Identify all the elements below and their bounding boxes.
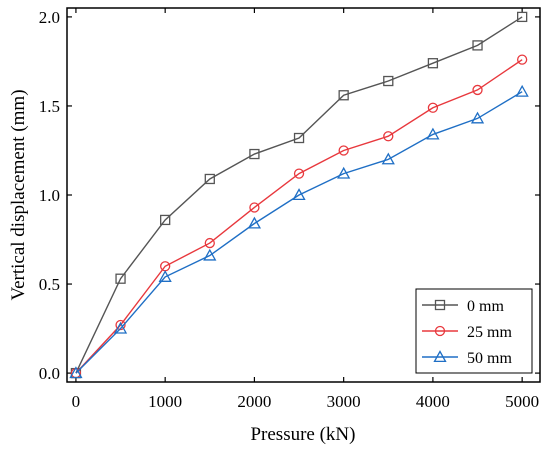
data-point	[158, 270, 172, 282]
x-tick-label: 1000	[148, 392, 182, 411]
legend-item: 50 mm	[422, 350, 512, 367]
legend-item: 0 mm	[422, 298, 504, 315]
series-0-mm	[70, 11, 528, 379]
x-tick-label: 3000	[327, 392, 361, 411]
legend-label: 25 mm	[467, 324, 512, 341]
legend-label: 50 mm	[467, 350, 512, 367]
series-layer	[69, 11, 529, 379]
data-point	[69, 366, 83, 379]
data-point	[433, 350, 447, 363]
data-point	[338, 145, 349, 156]
x-tick-label: 2000	[237, 392, 271, 411]
y-tick-label: 2.0	[39, 8, 60, 27]
data-point	[517, 11, 528, 23]
data-point	[204, 173, 215, 185]
data-point	[160, 214, 171, 226]
data-point	[292, 188, 306, 201]
y-tick-label: 1.5	[39, 97, 60, 116]
series-50-mm	[69, 84, 529, 379]
data-point	[247, 216, 262, 229]
legend-label: 0 mm	[467, 298, 504, 315]
x-axis-title: Pressure (kN)	[250, 424, 355, 445]
y-tick-label: 0.0	[39, 364, 60, 383]
series-line	[75, 91, 523, 374]
y-tick-label: 1.0	[39, 186, 60, 205]
y-axis-title: Vertical displacement (mm)	[8, 89, 29, 300]
data-point	[338, 90, 349, 101]
data-point	[470, 111, 485, 124]
x-tick-label: 4000	[416, 392, 450, 411]
legend-item: 25 mm	[422, 324, 512, 341]
data-point	[427, 58, 439, 69]
data-point	[249, 202, 260, 213]
series-line	[75, 16, 523, 374]
x-axis: 0 1000 2000 3000 4000 5000	[72, 8, 539, 411]
data-point	[472, 40, 483, 51]
data-point	[515, 84, 529, 97]
data-point	[249, 148, 260, 160]
data-point	[203, 248, 217, 261]
data-point	[204, 237, 215, 249]
series-line	[75, 59, 523, 374]
legend: 0 mm 25 mm 50 mm	[415, 288, 533, 374]
x-tick-label: 0	[72, 392, 81, 411]
data-point	[293, 132, 305, 144]
data-point	[383, 75, 394, 87]
data-point	[113, 321, 128, 334]
data-point	[472, 84, 483, 96]
series-25-mm	[70, 54, 528, 379]
data-point	[115, 273, 126, 284]
data-point	[434, 325, 446, 337]
y-tick-label: 0.5	[39, 275, 60, 294]
data-point	[293, 168, 305, 179]
data-point	[383, 131, 394, 142]
data-point	[337, 166, 351, 179]
data-point	[381, 152, 395, 165]
x-tick-label: 5000	[505, 392, 539, 411]
data-point	[434, 299, 446, 311]
data-point	[426, 127, 440, 140]
data-point	[517, 54, 528, 65]
data-point	[427, 102, 439, 113]
